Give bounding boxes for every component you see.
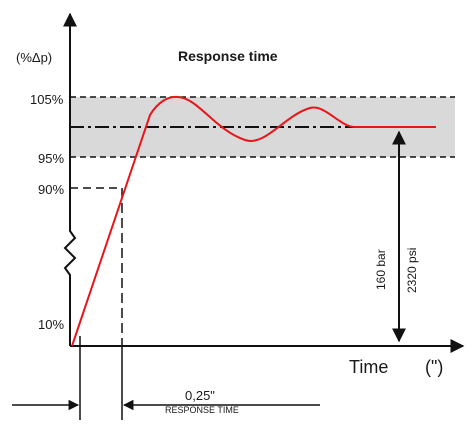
pressure-bar-label: 160 bar [374, 249, 388, 290]
chart-title: Response time [178, 48, 278, 64]
response-curve [71, 95, 436, 347]
response-time-value: 0,25" [185, 388, 215, 403]
pressure-psi-label: 2320 psi [405, 248, 419, 293]
tick-label-10: 10% [38, 317, 64, 332]
x-axis-unit: (") [425, 357, 443, 377]
tick-label-95: 95% [38, 151, 64, 166]
x-axis-label: Time [349, 357, 388, 377]
tick-label-105: 105% [30, 92, 64, 107]
tick-label-90: 90% [38, 182, 64, 197]
y-axis [63, 12, 77, 346]
y-axis-label: (%Δp) [16, 50, 52, 65]
response-time-label: RESPONSE TIME [165, 405, 239, 415]
